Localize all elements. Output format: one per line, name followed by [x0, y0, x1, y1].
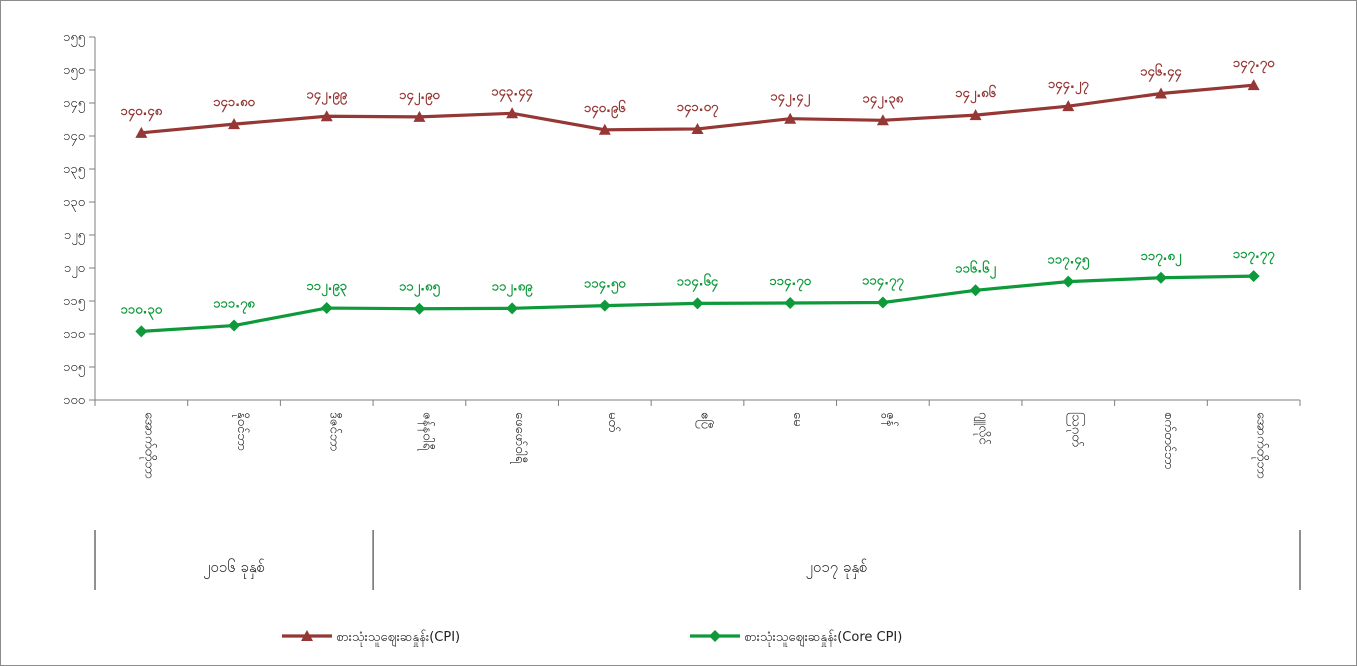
- x-tick-label: မတ်: [605, 412, 621, 432]
- core-cpi-point: [1062, 275, 1075, 288]
- core-cpi-point: [413, 302, 426, 315]
- core-cpi-point: [1154, 271, 1167, 284]
- data-label: ၁၁၁.၇၈: [213, 297, 255, 315]
- cpi-point: [413, 110, 426, 122]
- y-tick-label: ၁၁၅: [63, 294, 85, 311]
- x-tick-label: ဂျူလိုင်: [974, 412, 992, 445]
- core-cpi-point: [784, 296, 797, 309]
- data-label: ၁၄၁.၀၇: [677, 100, 719, 118]
- x-tick-label: စက်တင်ဘာ: [1161, 412, 1177, 470]
- x-tick-label: ဖေဖော်ဝါရီ: [510, 412, 528, 464]
- core-cpi-point: [598, 299, 611, 312]
- data-label: ၁၄၃.၄၄: [491, 84, 533, 102]
- legend: စားသုံးသူဈေးဆနှုန်း(CPI) စားသုံးသူဈေးဆနှု…: [282, 629, 902, 647]
- data-label: ၁၄၂.၄၂: [770, 90, 810, 108]
- core-cpi-point: [876, 296, 889, 309]
- y-tick-label: ၁၀၅: [63, 360, 85, 377]
- y-tick-label: ၁၂၀: [64, 261, 85, 278]
- data-label: ၁၁၂.၉၃: [306, 279, 347, 297]
- x-tick-label: နိုဝင်ဘာ: [232, 412, 250, 451]
- data-label: ၁၄၂.၉၀: [399, 88, 440, 106]
- cpi-point: [784, 112, 797, 124]
- legend-diamond-marker: [709, 630, 721, 642]
- core-cpi-point: [969, 284, 982, 297]
- data-label: ၁၁၄.၆၄: [677, 272, 719, 292]
- data-label: ၁၄၄.၂၇: [1048, 77, 1089, 95]
- x-tick-label: မေ: [790, 412, 805, 427]
- core-cpi-point: [691, 297, 704, 310]
- core-cpi-point: [320, 302, 333, 315]
- data-label: ၁၁၂.၈၅: [399, 280, 440, 298]
- core-cpi-point: [1247, 270, 1260, 283]
- x-tick-label: ဧပြီ: [696, 412, 714, 429]
- y-tick-label: ၁၁၀: [63, 327, 85, 342]
- data-label: ၁၁၇.၇၇: [1233, 247, 1275, 265]
- y-tick-label: ၁၃၅: [63, 162, 85, 179]
- legend-triangle-marker: [301, 630, 313, 641]
- y-tick-label: ၁၀၀: [63, 393, 85, 408]
- legend-label: စားသုံးသူဈေးဆနှုန်း(Core CPI): [744, 629, 902, 647]
- cpi-point: [135, 126, 148, 138]
- cpi-point: [228, 118, 241, 130]
- y-tick-label: ၁၅၀: [63, 63, 85, 80]
- x-tick-label: ဩဂုတ်: [1066, 412, 1085, 447]
- y-tick-label: ၁၃၀: [63, 195, 85, 212]
- data-label: ၁၄၁.၈၀: [213, 95, 255, 113]
- x-tick-label: အောက်တိုဘာ: [139, 412, 157, 479]
- group-label: ၂၀၁၆ ခုနှစ်: [203, 558, 265, 579]
- cpi-point: [1247, 79, 1260, 91]
- category-groups: ၂၀၁၆ ခုနှစ် ၂၀၁၇ ခုနှစ်: [94, 530, 1301, 590]
- data-label: ၁၄၂.၈၆: [955, 84, 996, 104]
- group-label: ၂၀၁၇ ခုနှစ်: [805, 558, 867, 579]
- y-tick-label: ၁၅၅: [63, 30, 85, 47]
- y-tick-label: ၁၄၀: [63, 129, 85, 146]
- data-label: ၁၁၄.၇၀: [769, 274, 811, 292]
- cpi-point: [876, 114, 889, 126]
- cpi-point: [320, 110, 333, 122]
- cpi-point: [691, 122, 704, 134]
- y-axis-ticks: ၁၀၀ ၁၀၅ ၁၁၀ ၁၁၅ ၁၂၀ ၁၂၅ ၁၃၀ ၁၃၅ ၁၄၀ ၁၄၅ ၁၅၀ ၁၅၅: [63, 30, 95, 408]
- data-label: ၁၁၇.၈၂: [1141, 249, 1182, 267]
- core-cpi-point: [506, 302, 519, 315]
- data-label: ၁၄၂.၉၉: [306, 87, 347, 105]
- cpi-point: [969, 109, 982, 121]
- data-label: ၁၁၄.၇၇: [862, 274, 904, 292]
- data-label: ၁၄၇.၇၀: [1233, 56, 1275, 74]
- data-label: ၁၄၂.၃၈: [863, 91, 904, 109]
- y-tick-label: ၁၂၅: [64, 228, 85, 245]
- cpi-point: [506, 107, 519, 119]
- core-cpi-point: [228, 319, 241, 332]
- data-label: ၁၁၆.၆၂: [955, 259, 996, 279]
- y-tick-label: ၁၄၅: [63, 96, 85, 113]
- data-label: ၁၁၇.၄၅: [1048, 253, 1090, 271]
- data-label: ၁၁၄.၅၀: [584, 277, 626, 295]
- x-tick-label: ဒီဇင်ဘာ: [327, 412, 343, 452]
- data-label: ၁၄၀.၉၆: [584, 99, 626, 119]
- x-tick-label: ဇွန်: [881, 412, 899, 427]
- cpi-point: [1062, 100, 1075, 112]
- x-tick-label: ဇန်နဝါရီ: [417, 412, 435, 451]
- cpi-point: [1154, 87, 1167, 99]
- data-label: ၁၄၀.၄၈: [121, 104, 163, 122]
- axes: [94, 37, 1300, 401]
- x-axis-ticks: အောက်တိုဘာ နိုဝင်ဘာ ဒီဇင်ဘာ ဇန်နဝါရီ ဖေဖော်ဝ…: [94, 400, 1301, 479]
- x-tick-label: အောက်တိုဘာ: [1252, 412, 1270, 479]
- data-label: ၁၁၀.၃၀: [121, 302, 163, 320]
- core-cpi-point: [135, 325, 148, 338]
- data-label: ၁၄၆.၄၄: [1140, 62, 1182, 82]
- data-label: ၁၁၂.၈၉: [492, 279, 533, 297]
- legend-label: စားသုံးသူဈေးဆနှုန်း(CPI): [336, 629, 460, 647]
- cpi-point: [598, 123, 611, 135]
